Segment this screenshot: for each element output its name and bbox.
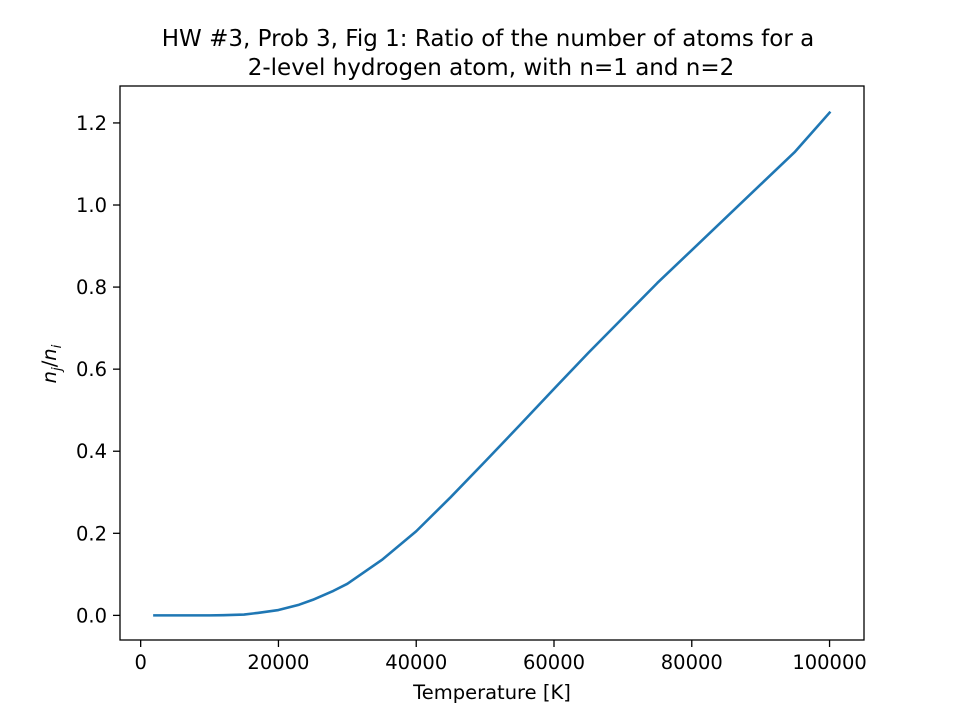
x-tick-label: 80000 — [661, 651, 723, 674]
x-axis-label: Temperature [K] — [412, 681, 571, 704]
chart-title-line-2: 2-level hydrogen atom, with n=1 and n=2 — [248, 55, 735, 81]
x-tick-label: 0 — [134, 651, 146, 674]
y-tick-label: 0.4 — [76, 440, 107, 463]
series-line-0 — [153, 110, 832, 617]
y-tick-label: 0.6 — [76, 358, 107, 381]
y-tick-label: 0.8 — [76, 276, 107, 299]
x-tick-label: 20000 — [247, 651, 309, 674]
y-tick-label: 0.0 — [76, 604, 107, 627]
y-tick-label: 1.0 — [76, 194, 107, 217]
plot-area: 0 20000 40000 60000 80000 100000 0.0 0.2 0.4 0.6 0… — [76, 85, 867, 674]
y-label-n-i: n — [38, 348, 61, 360]
y-label-subscript-j: j — [49, 367, 65, 373]
x-tick-label: 40000 — [385, 651, 447, 674]
y-label-n-j: n — [38, 371, 61, 383]
y-label-slash: / — [38, 360, 61, 367]
chart-title-line-1: HW #3, Prob 3, Fig 1: Ratio of the numbe… — [162, 26, 814, 52]
axes-frame — [119, 85, 865, 641]
y-label-subscript-i: i — [49, 344, 65, 348]
y-axis-label: nj/ni — [38, 344, 65, 383]
x-tick-label: 60000 — [523, 651, 585, 674]
x-tick-label: 100000 — [792, 651, 866, 674]
y-tick-label: 1.2 — [76, 112, 107, 135]
y-tick-label: 0.2 — [76, 522, 107, 545]
